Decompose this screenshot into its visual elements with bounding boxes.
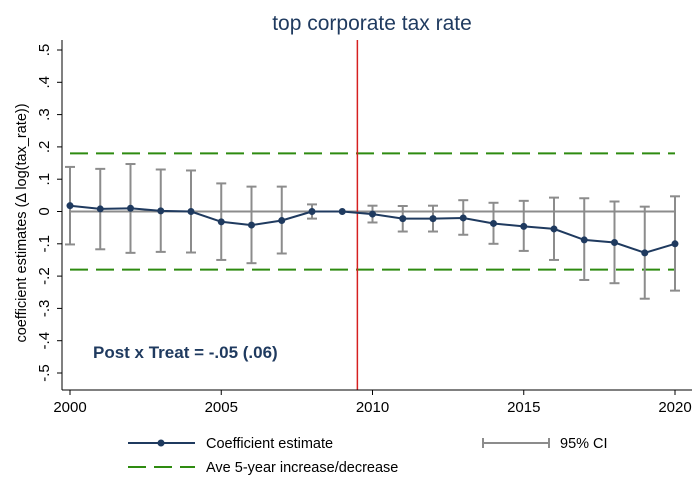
legend-coef-marker xyxy=(157,439,165,447)
coefficient-point xyxy=(248,221,255,229)
coefficient-point xyxy=(66,202,74,210)
y-axis-label: coefficient estimates (Δ log(tax_rate)) xyxy=(14,103,30,342)
y-tick-label: -.2 xyxy=(36,267,53,285)
x-tick-label: 2010 xyxy=(356,399,389,416)
coefficient-point xyxy=(671,240,679,248)
coefficient-point xyxy=(459,214,467,222)
coefficient-point xyxy=(96,205,104,213)
coefficient-point xyxy=(338,208,346,215)
coefficient-point xyxy=(580,236,588,244)
series-layer xyxy=(66,202,679,257)
post-treat-annotation: Post x Treat = -.05 (.06) xyxy=(93,343,278,362)
y-tick-label: -.1 xyxy=(36,235,53,253)
coefficient-point xyxy=(157,207,165,215)
y-tick-label: -.3 xyxy=(36,300,53,318)
axes: -.5 -.4 -.3 -.2 -.1 0 .1 .2 .3 .4 .5 2000 2005 2010 20… xyxy=(36,40,692,416)
coefficient-point xyxy=(550,225,558,233)
coefficient-point xyxy=(490,219,497,227)
x-tick-label: 2015 xyxy=(507,399,540,416)
legend: Coefficient estimate 95% CI Ave 5-year i… xyxy=(128,436,608,476)
y-tick-label: .5 xyxy=(36,44,53,57)
coefficient-point xyxy=(611,239,618,247)
coefficient-point xyxy=(641,249,649,257)
chart-title: top corporate tax rate xyxy=(272,12,472,35)
legend-ave-label: Ave 5-year increase/decrease xyxy=(206,460,398,476)
legend-coef-label: Coefficient estimate xyxy=(206,436,333,452)
x-tick-label: 2000 xyxy=(53,399,86,416)
y-tick-label: 0 xyxy=(36,207,53,215)
x-tick-label: 2005 xyxy=(205,399,238,416)
y-tick-label: .2 xyxy=(36,141,53,154)
y-tick-label: -.5 xyxy=(36,364,53,382)
coefficient-point xyxy=(520,222,528,230)
y-tick-label: .3 xyxy=(36,108,53,121)
coefficient-point xyxy=(187,208,195,215)
coefficient-point xyxy=(399,215,407,223)
legend-ci-label: 95% CI xyxy=(560,436,608,452)
x-tick-label: 2020 xyxy=(658,399,691,416)
y-tick-label: -.4 xyxy=(36,332,53,350)
coefficient-point xyxy=(278,217,286,225)
coefficient-point xyxy=(127,204,134,212)
coefficient-point xyxy=(429,215,437,223)
coefficient-point xyxy=(308,208,316,215)
coefficient-point xyxy=(217,218,225,226)
y-tick-label: .1 xyxy=(36,173,53,186)
coefficient-point xyxy=(369,210,376,218)
y-tick-label: .4 xyxy=(36,76,53,89)
